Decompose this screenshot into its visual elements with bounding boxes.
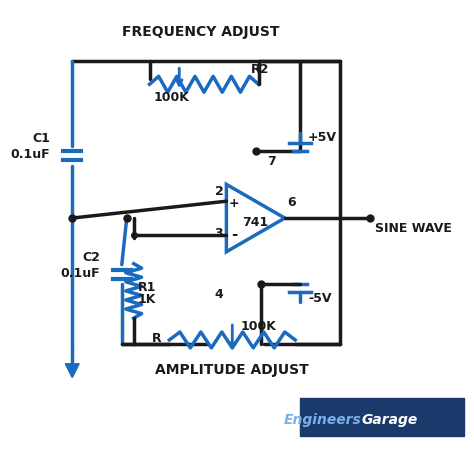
Text: R: R [152,332,162,345]
FancyBboxPatch shape [300,398,464,436]
Text: SINE WAVE: SINE WAVE [374,222,451,235]
Text: 6: 6 [288,196,296,209]
Text: +: + [229,197,240,210]
Text: 1K: 1K [137,293,156,306]
Text: FREQUENCY ADJUST: FREQUENCY ADJUST [122,25,280,39]
Text: R2: R2 [251,63,269,76]
Text: 100K: 100K [154,91,189,104]
Text: 100K: 100K [240,320,276,333]
Text: 3: 3 [215,227,223,240]
Text: 7: 7 [267,154,276,167]
Text: Engineers: Engineers [284,413,362,427]
Text: -: - [231,227,237,242]
Text: 2: 2 [215,185,223,198]
Text: C1: C1 [33,132,50,145]
Text: R1: R1 [137,281,156,294]
Text: AMPLITUDE ADJUST: AMPLITUDE ADJUST [155,363,309,377]
Text: 4: 4 [215,288,223,301]
Text: C2: C2 [82,251,100,264]
Text: -5V: -5V [308,292,332,305]
Text: 741: 741 [243,216,269,229]
Text: 0.1uF: 0.1uF [11,148,50,161]
Text: 0.1uF: 0.1uF [60,267,100,280]
Text: Garage: Garage [362,413,418,427]
Polygon shape [65,364,79,378]
Text: +5V: +5V [308,131,337,144]
